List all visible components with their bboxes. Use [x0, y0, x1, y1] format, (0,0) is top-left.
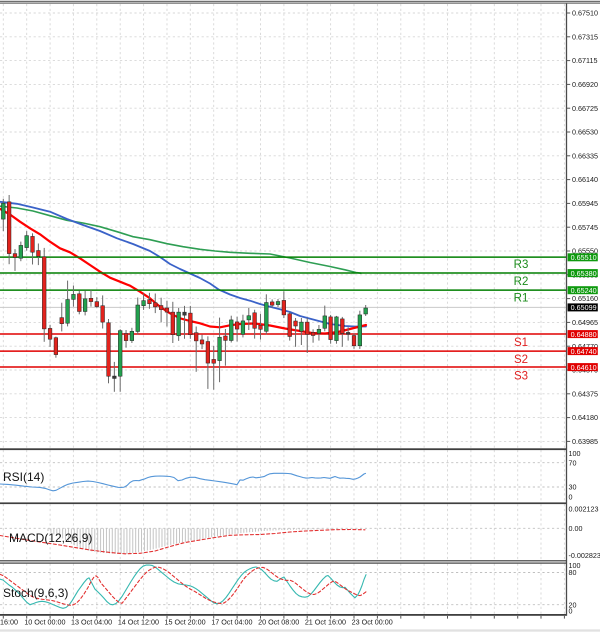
svg-text:0.64770: 0.64770	[572, 342, 598, 351]
svg-text:0.65380: 0.65380	[571, 269, 597, 278]
svg-text:0: 0	[569, 606, 573, 615]
svg-text:30: 30	[569, 483, 577, 492]
svg-text:R2: R2	[514, 276, 529, 288]
svg-text:0.63985: 0.63985	[572, 437, 598, 446]
svg-text:0.65550: 0.65550	[572, 247, 598, 256]
svg-text:0.66725: 0.66725	[572, 104, 598, 113]
svg-text:0.002123: 0.002123	[569, 504, 599, 513]
svg-text:0.66530: 0.66530	[572, 128, 598, 137]
svg-text:0.66920: 0.66920	[572, 80, 598, 89]
svg-text:0.64880: 0.64880	[571, 330, 597, 339]
svg-text:17 Oct 04:00: 17 Oct 04:00	[211, 618, 252, 627]
svg-text:0.65099: 0.65099	[571, 303, 597, 312]
svg-text:15 Oct 20:00: 15 Oct 20:00	[165, 618, 206, 627]
svg-text:10 Oct 00:00: 10 Oct 00:00	[24, 618, 65, 627]
svg-text:Stoch(9,6,3): Stoch(9,6,3)	[3, 586, 68, 600]
svg-text:0.65240: 0.65240	[571, 286, 597, 295]
svg-text:0.00: 0.00	[569, 524, 583, 533]
svg-text:0.67115: 0.67115	[572, 56, 597, 65]
svg-text:0.65945: 0.65945	[572, 199, 598, 208]
svg-text:20: 20	[569, 600, 577, 609]
svg-text:R3: R3	[514, 259, 529, 271]
svg-text:0.66335: 0.66335	[572, 151, 598, 160]
svg-text:0.64740: 0.64740	[571, 347, 597, 356]
svg-text:14 Oct 12:00: 14 Oct 12:00	[118, 618, 159, 627]
svg-text:0.65160: 0.65160	[572, 294, 598, 303]
svg-text:0: 0	[569, 493, 573, 502]
svg-text:23 Oct 00:00: 23 Oct 00:00	[352, 618, 393, 627]
svg-text:0.65510: 0.65510	[571, 253, 597, 262]
svg-text:21 Oct 16:00: 21 Oct 16:00	[305, 618, 346, 627]
svg-text:0.64610: 0.64610	[571, 363, 597, 372]
svg-text:80: 80	[569, 568, 577, 577]
svg-text:S2: S2	[514, 354, 528, 366]
svg-text:S1: S1	[514, 337, 528, 349]
svg-text:RSI(14): RSI(14)	[3, 470, 44, 484]
svg-text:70: 70	[569, 458, 577, 467]
svg-text:0.65745: 0.65745	[572, 223, 598, 232]
svg-text:-0.002823: -0.002823	[569, 551, 600, 560]
svg-text:S3: S3	[514, 371, 528, 383]
svg-text:13 Oct 04:00: 13 Oct 04:00	[71, 618, 112, 627]
svg-text:R1: R1	[514, 293, 529, 305]
svg-text:MACD(12,26,9): MACD(12,26,9)	[9, 531, 92, 545]
svg-text:0.67315: 0.67315	[572, 32, 598, 41]
svg-text:100: 100	[569, 449, 581, 458]
svg-text:0.66140: 0.66140	[572, 175, 598, 184]
svg-text:100: 100	[569, 561, 581, 570]
svg-text:0.64965: 0.64965	[572, 318, 598, 327]
svg-text:20 Oct 08:00: 20 Oct 08:00	[258, 618, 299, 627]
svg-text:0.64180: 0.64180	[572, 413, 598, 422]
svg-text:16:00: 16:00	[0, 618, 18, 627]
svg-text:0.64375: 0.64375	[572, 389, 598, 398]
svg-text:0.67510: 0.67510	[572, 9, 598, 18]
